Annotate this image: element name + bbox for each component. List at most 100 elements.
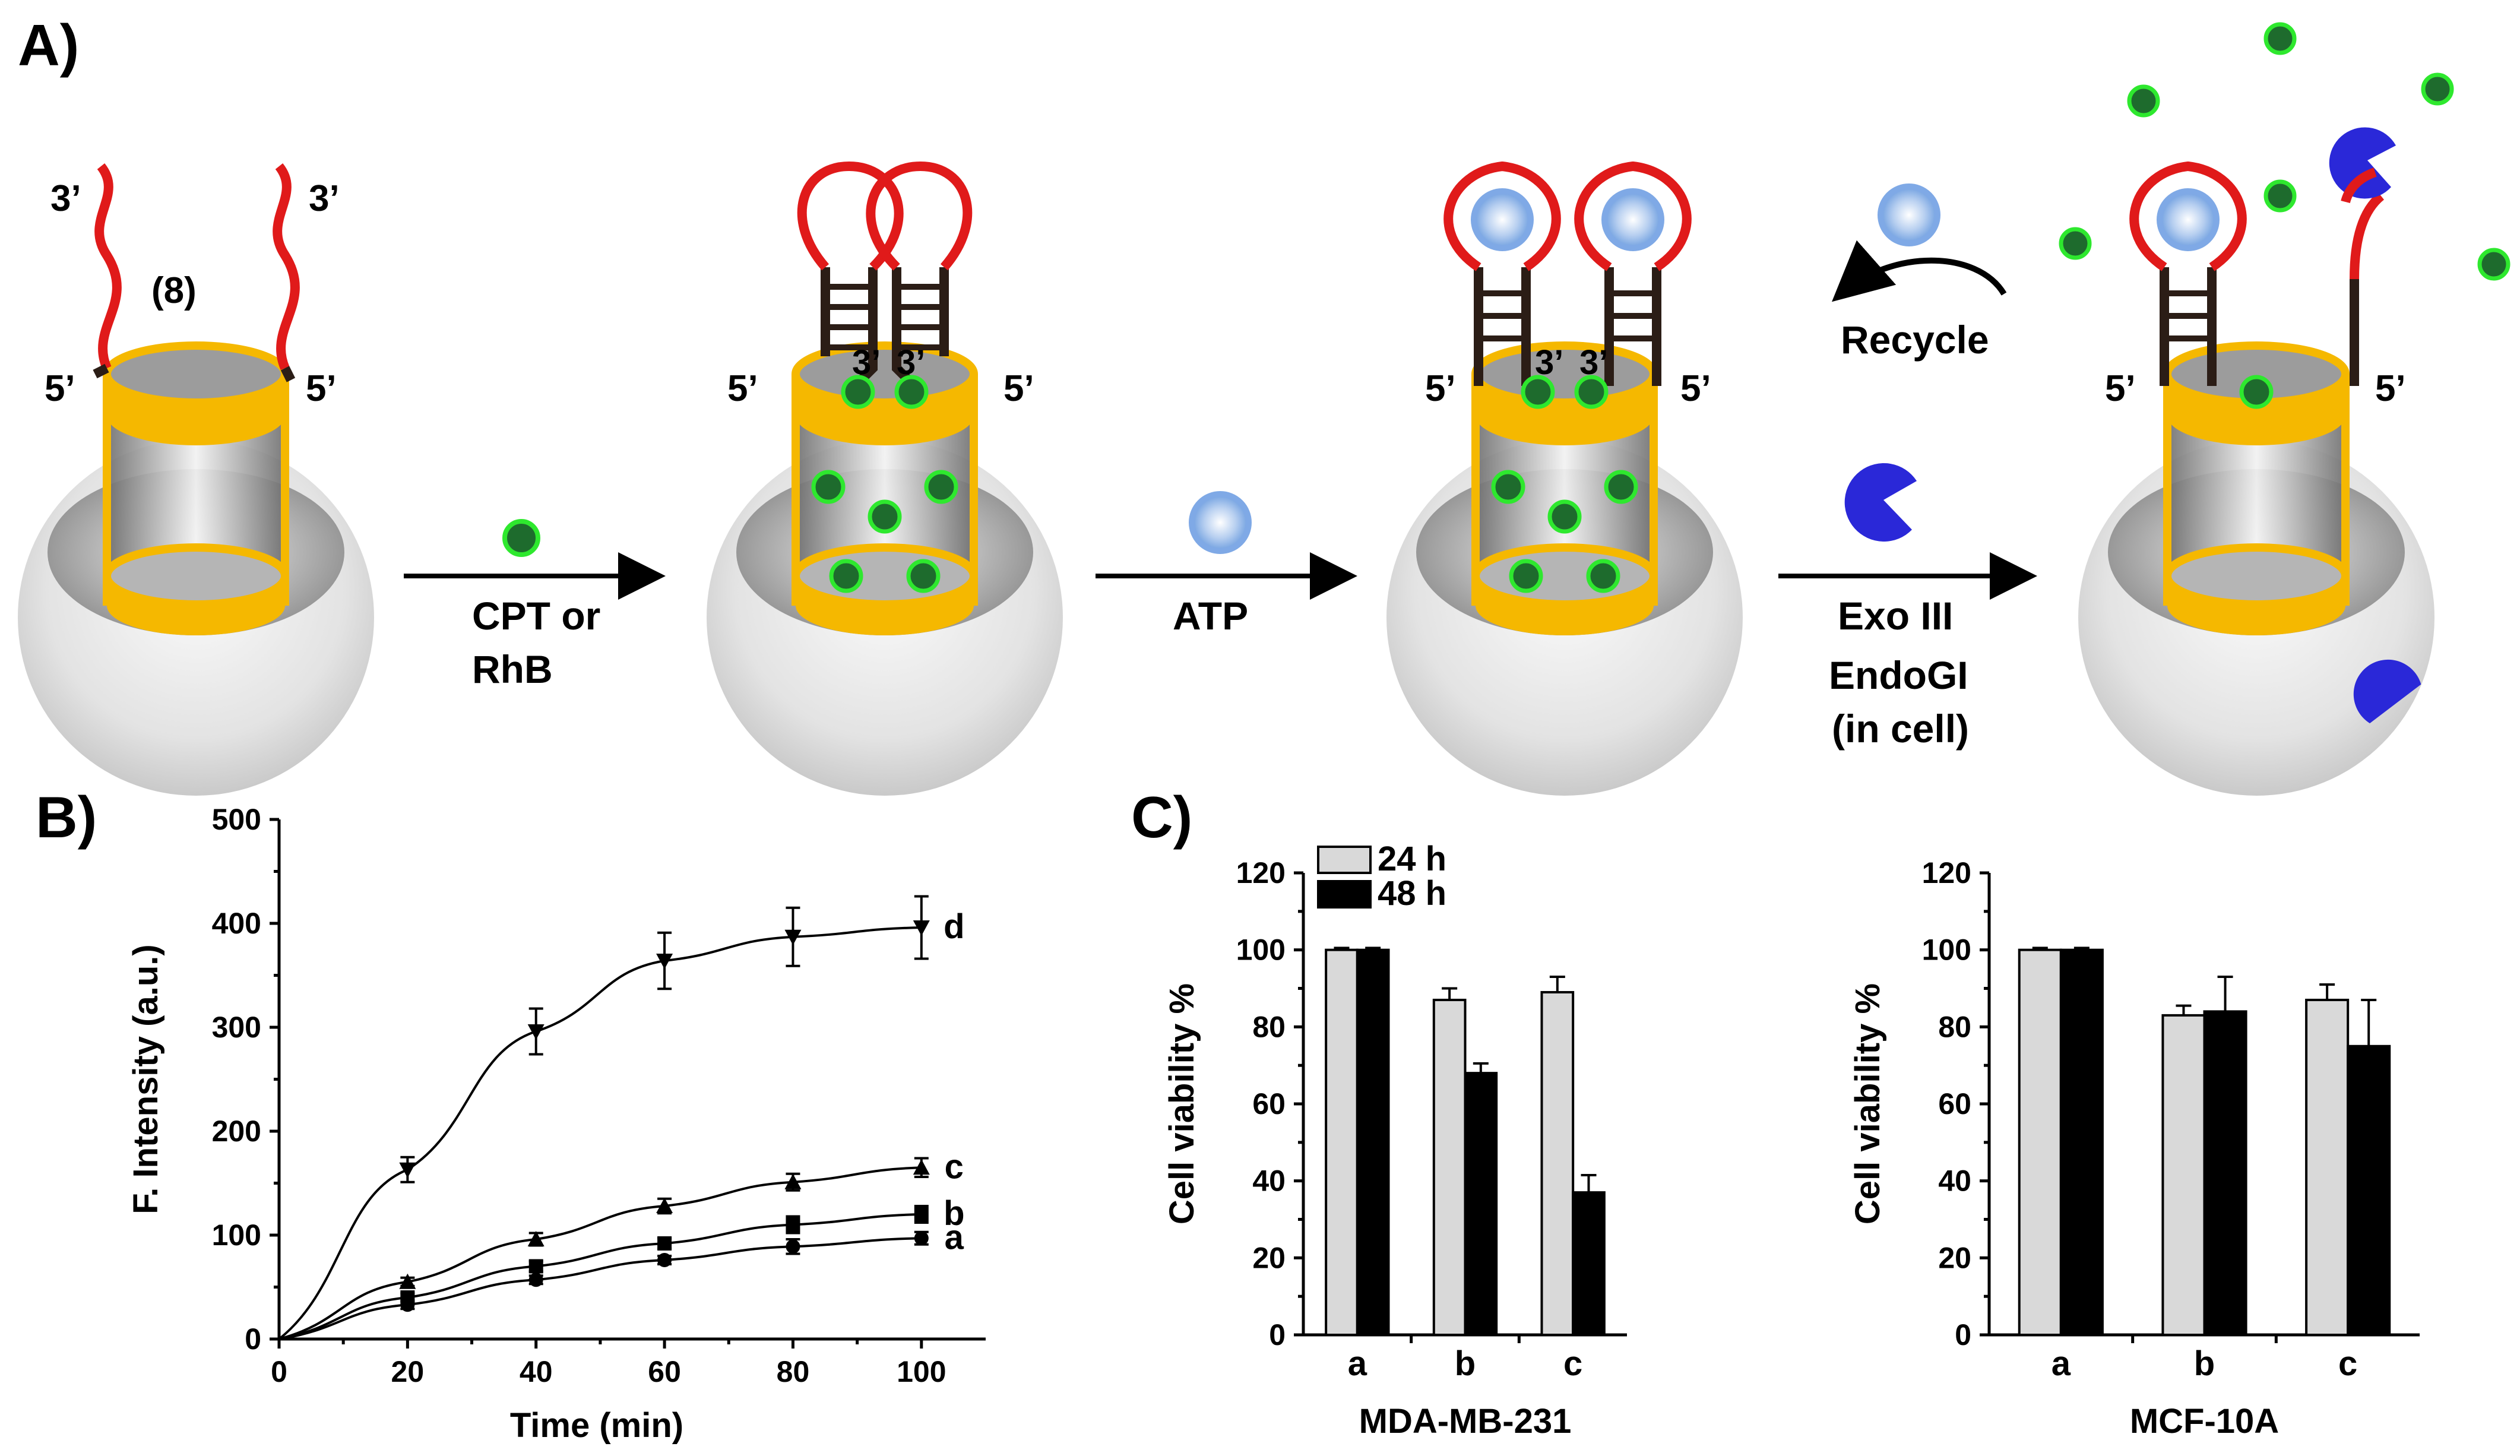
step3-label-line1: Exo III xyxy=(1838,594,1953,638)
step3-label-line2: EndoGI xyxy=(1829,653,1968,697)
ssdna-strand-left xyxy=(94,163,122,371)
series-line-b xyxy=(278,1213,922,1340)
panel-a-letter: A) xyxy=(18,12,79,78)
viability-chart-mcf: 0 20 40 60 80 100 120 a b c MCF-10A Cell viability … xyxy=(1848,856,2420,1441)
series-label-c: c xyxy=(945,1147,964,1186)
data-point-d xyxy=(399,1162,416,1178)
panel-a: A) 3’ 3’ (8) 5’ 5’ 5’ 5’ 3’ 3’ xyxy=(18,12,2510,796)
cargo-dot xyxy=(811,470,846,504)
enzyme-icon xyxy=(2353,659,2421,724)
bar-48h xyxy=(2347,1044,2391,1336)
category-label: b xyxy=(2194,1344,2215,1383)
x-tick-label: 20 xyxy=(391,1355,425,1388)
bound-atp xyxy=(1471,188,1534,251)
data-point-b xyxy=(657,1236,672,1251)
data-point-a xyxy=(528,1273,543,1287)
data-point-a xyxy=(786,1239,800,1254)
x-tick-label: 0 xyxy=(271,1355,287,1388)
data-point-d xyxy=(527,1024,544,1040)
cargo-dot xyxy=(1547,499,1582,534)
cargo-dot xyxy=(1604,470,1638,504)
series-line-a xyxy=(278,1237,922,1340)
data-point-c xyxy=(656,1198,673,1213)
cargo-dot xyxy=(1509,559,1543,593)
cargo-molecules xyxy=(1491,375,1638,593)
nanocarrier-open: 3’ 3’ (8) 5’ 5’ xyxy=(18,163,374,796)
cargo-dot xyxy=(829,559,863,593)
bar-24h xyxy=(1325,948,1359,1336)
panel-b: B) 0 20 40 60 80 100 0 100 200 300 400 500 Time (min… xyxy=(36,784,986,1445)
legend-label: 24 h xyxy=(1378,840,1446,878)
data-point-b xyxy=(786,1217,800,1232)
release-kinetics-chart: 0 20 40 60 80 100 0 100 200 300 400 500 Time (min) F.… xyxy=(126,803,986,1445)
loaded-5prime-left: 5’ xyxy=(727,368,758,409)
panel-c: C) 0 20 40 60 80 100 120 a b c MDA-MB-231 Cell viab… xyxy=(1131,784,2420,1441)
cargo-dot xyxy=(1574,375,1609,409)
y-tick-label: 60 xyxy=(1252,1087,1286,1121)
category-label: c xyxy=(1563,1344,1582,1383)
bar-24h xyxy=(2161,1014,2206,1336)
category-label: a xyxy=(2052,1344,2071,1383)
bound-atp xyxy=(2157,188,2220,251)
bar-48h xyxy=(1572,1191,1606,1337)
atp-icon xyxy=(1189,491,1252,554)
bound-atp xyxy=(1601,188,1664,251)
cargo-dot xyxy=(1586,559,1620,593)
nanocarrier-loaded: 5’ 5’ 3’ 3’ xyxy=(707,161,1063,796)
released-5prime-right: 5’ xyxy=(2375,368,2406,409)
data-point-a xyxy=(914,1231,929,1246)
y-tick-label: 500 xyxy=(212,803,261,836)
viability-chart-mda: 0 20 40 60 80 100 120 a b c MDA-MB-231 Cell viabili… xyxy=(1163,840,1627,1441)
x-axis-title: Time (min) xyxy=(510,1406,683,1445)
bar-48h xyxy=(1356,948,1390,1336)
category-label: a xyxy=(1348,1344,1367,1383)
y-tick-label: 40 xyxy=(1938,1164,1971,1198)
exonuclease-icon xyxy=(1844,463,1917,542)
y-tick-label: 0 xyxy=(1269,1318,1286,1351)
step3-label-line3: (in cell) xyxy=(1832,707,1969,751)
series-line-d xyxy=(278,926,922,1340)
strand-5prime-right: 5’ xyxy=(306,368,337,409)
data-point-c xyxy=(527,1231,544,1246)
y-tick-label: 80 xyxy=(1938,1010,1971,1043)
loaded-5prime-right: 5’ xyxy=(1003,368,1034,409)
y-tick-label: 200 xyxy=(212,1115,261,1148)
panel-c-letter: C) xyxy=(1131,784,1192,850)
y-axis-title: F. Intensity (a.u.) xyxy=(126,944,165,1214)
legend-label: 48 h xyxy=(1378,874,1446,913)
data-point-d xyxy=(913,920,930,936)
y-tick-label: 120 xyxy=(1922,856,1971,890)
atp-5prime-left: 5’ xyxy=(1425,368,1456,409)
nanocarrier-atp-bound: 5’ 5’ 3’ 3’ xyxy=(1386,161,1743,796)
data-point-d xyxy=(656,954,673,969)
y-tick-label: 0 xyxy=(245,1322,261,1356)
bar-48h xyxy=(2203,1010,2247,1336)
bar-48h xyxy=(2059,948,2104,1336)
y-axis-title: Cell viability % xyxy=(1848,983,1887,1224)
cargo-dot xyxy=(2239,375,2274,409)
x-tick-label: 100 xyxy=(897,1355,946,1388)
y-tick-label: 20 xyxy=(1938,1241,1971,1274)
strand-5prime-left: 5’ xyxy=(45,368,75,409)
bar-24h xyxy=(2018,948,2062,1336)
aptamer-cleaving xyxy=(2129,161,2247,386)
chart-title: MCF-10A xyxy=(2130,1402,2279,1441)
step2-label: ATP xyxy=(1173,594,1248,638)
series-label-a: a xyxy=(945,1218,964,1256)
category-label: b xyxy=(1455,1344,1476,1383)
series-label-b: b xyxy=(944,1194,964,1233)
cargo-dot xyxy=(894,375,929,409)
y-tick-label: 120 xyxy=(1236,856,1286,890)
nanocarrier-released: 5’ 5’ xyxy=(2078,161,2434,796)
bar-48h xyxy=(1464,1072,1498,1336)
cargo-dot xyxy=(924,470,958,504)
y-tick-label: 300 xyxy=(212,1011,261,1044)
y-tick-label: 100 xyxy=(1236,933,1286,967)
y-tick-label: 20 xyxy=(1252,1241,1286,1274)
chart-title: MDA-MB-231 xyxy=(1359,1402,1572,1441)
cargo-dot xyxy=(1521,375,1555,409)
strand-3prime-left: 3’ xyxy=(50,178,81,219)
data-point-c xyxy=(913,1159,930,1175)
y-tick-label: 400 xyxy=(212,907,261,940)
